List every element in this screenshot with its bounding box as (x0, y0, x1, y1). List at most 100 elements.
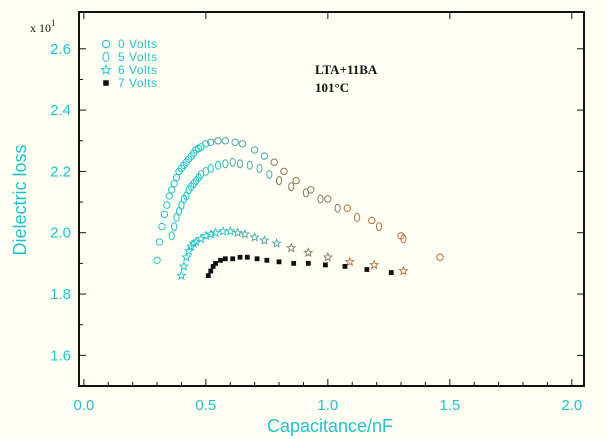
data-point (368, 216, 376, 225)
data-points (153, 137, 444, 281)
data-point (239, 228, 251, 239)
data-point (210, 264, 216, 269)
data-point (250, 146, 259, 154)
data-point (207, 138, 215, 146)
y-tick-label: 2.0 (50, 225, 71, 242)
series-7-volts (205, 254, 394, 279)
data-point (264, 257, 270, 263)
data-point (271, 238, 282, 248)
y-tick-label: 1.8 (50, 286, 71, 303)
data-point (364, 267, 370, 272)
y-tick-label: 2.6 (50, 41, 71, 58)
data-point (400, 234, 407, 244)
x-tick-label: 0.0 (73, 397, 94, 414)
data-point (323, 262, 328, 268)
data-point (292, 176, 300, 185)
data-point (170, 179, 178, 188)
series-5-volts (168, 157, 407, 244)
data-point (288, 182, 295, 192)
x-tick-label: 2.0 (561, 397, 582, 414)
data-point (270, 158, 278, 166)
data-point (171, 222, 178, 232)
data-point (236, 159, 244, 169)
data-point (286, 242, 297, 253)
data-point (244, 254, 250, 260)
data-point (254, 256, 260, 262)
data-point (375, 222, 383, 232)
data-point (246, 160, 253, 170)
data-point (249, 231, 260, 242)
data-point (343, 204, 352, 212)
data-point (202, 140, 210, 148)
data-point (168, 231, 175, 241)
data-point (163, 201, 171, 209)
data-point (172, 173, 181, 182)
data-point (183, 245, 194, 256)
data-point (178, 260, 190, 271)
series-0-volts (153, 137, 444, 265)
data-point (256, 163, 263, 173)
data-point (354, 212, 361, 222)
data-point (388, 270, 394, 275)
data-point (222, 256, 228, 262)
data-point (221, 137, 230, 145)
data-point (225, 225, 236, 236)
y-tick-label: 1.6 (50, 347, 71, 364)
series-6-volts (176, 225, 409, 281)
data-point (232, 227, 243, 238)
legend-marker (102, 51, 110, 63)
data-point (229, 157, 236, 167)
annotation-sample: LTA+11BA (315, 62, 378, 77)
data-point (259, 234, 270, 245)
data-point (230, 256, 236, 262)
legend-entry: 7 Volts (118, 76, 158, 90)
data-point (214, 137, 222, 145)
data-point (155, 238, 164, 246)
legend-marker (100, 63, 112, 75)
data-point (210, 227, 221, 238)
data-point (369, 259, 380, 270)
legend-entry: 0 Volts (118, 37, 158, 51)
data-point (237, 254, 243, 260)
legend-entry: 6 Volts (118, 63, 158, 77)
data-point (231, 138, 239, 146)
data-point (317, 194, 324, 204)
data-point (153, 256, 161, 265)
y-axis-title: Dielectric loss (10, 144, 30, 255)
legend-marker (101, 39, 111, 49)
data-point (168, 186, 176, 194)
data-point (342, 264, 348, 269)
data-point (160, 210, 169, 219)
data-point (213, 260, 219, 266)
data-point (334, 203, 341, 213)
data-point (291, 260, 297, 266)
data-point (276, 259, 282, 265)
data-point (238, 140, 247, 148)
data-point (305, 260, 311, 266)
x-axis: 0.0 0.5 1.0 1.5 2.0 (73, 12, 582, 414)
data-point (165, 192, 173, 200)
data-point (218, 257, 223, 263)
data-point (260, 152, 269, 160)
data-point (207, 163, 214, 173)
data-point (344, 256, 355, 267)
data-point (322, 251, 334, 262)
x-tick-label: 1.5 (439, 397, 460, 414)
annotation-temperature: 101°C (315, 80, 349, 95)
data-point (436, 253, 444, 261)
y-multiplier-label: x 101 (30, 18, 56, 35)
data-point (280, 167, 288, 176)
data-point (266, 169, 273, 179)
legend-marker (103, 80, 109, 86)
data-point (208, 268, 214, 274)
data-point (324, 195, 332, 203)
y-tick-label: 2.4 (50, 102, 71, 119)
y-axis: 1.6 1.8 2.0 2.2 2.4 2.6 (50, 41, 584, 364)
data-point (275, 176, 283, 186)
data-point (176, 270, 187, 281)
data-point (222, 159, 229, 169)
plot-frame (78, 11, 585, 387)
x-tick-label: 0.5 (195, 397, 216, 414)
